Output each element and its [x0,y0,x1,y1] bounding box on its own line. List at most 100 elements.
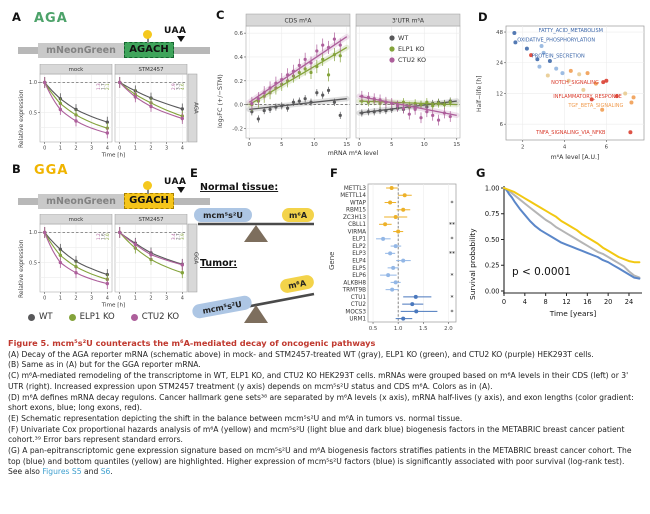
svg-text:*: * [451,273,454,280]
svg-text:STM2457: STM2457 [138,67,163,73]
svg-text:ELP6: ELP6 [352,273,366,279]
m6a-site-box: GGACH [124,193,174,209]
svg-text:ALKBH8: ALKBH8 [343,280,366,286]
svg-text:0.0: 0.0 [234,103,243,109]
svg-text:**: ** [449,251,455,258]
svg-text:1: 1 [134,146,137,152]
svg-text:Normal tissue:: Normal tissue: [200,182,278,193]
svg-text:1.0: 1.0 [394,326,403,332]
svg-text:3: 3 [90,296,93,302]
series-legend: WT ELP1 KO CTU2 KO [28,312,179,322]
svg-text:0.5: 0.5 [369,326,378,332]
svg-text:4.6: 4.6 [180,83,185,90]
svg-text:mock: mock [69,67,85,73]
svg-text:WT: WT [398,34,408,42]
panel-f: F 0.5 1.0 1.5 2.0 METTL3 METTL14 WTAP * RBM15 ZC3… [326,162,470,338]
svg-text:*: * [451,200,454,207]
stop-codon-arrow-icon [177,36,185,42]
svg-text:1.6: 1.6 [100,233,105,240]
svg-text:0.4: 0.4 [234,55,243,61]
panel-b-letter: B [12,162,21,176]
svg-text:4: 4 [181,296,184,302]
svg-text:m⁶A level [A.U.]: m⁶A level [A.U.] [551,154,600,161]
svg-text:4: 4 [106,146,109,152]
svg-text:*: * [451,309,454,316]
svg-text:10: 10 [421,142,428,148]
svg-text:ELP2: ELP2 [352,244,366,250]
caption-see-also: See also Figures S5 and S6. [8,467,645,478]
svg-text:GGA: GGA [192,252,198,264]
caption-paragraph-g: (G) A pan-epitranscriptomic gene express… [8,446,632,466]
panel-c-y-axis-label: log₂FC (+/−STM) [216,74,224,128]
legend-dot [130,313,138,321]
caption-paragraph-d: (D) m⁶A defines mRNA decay regulons. Can… [8,392,634,413]
svg-text:0: 0 [118,146,121,152]
panel-b-y-axis-label: Relative expression [18,239,25,298]
svg-text:3: 3 [165,146,168,152]
svg-text:4: 4 [181,146,184,152]
figure-s5-link[interactable]: Figures S5 [42,467,82,477]
svg-text:5: 5 [280,142,284,148]
svg-text:CTU1: CTU1 [351,295,367,301]
reporter-construct-gga: mNeonGreen GGACH UAA [18,177,210,215]
svg-text:48: 48 [496,30,503,36]
svg-text:2.0: 2.0 [105,233,110,240]
svg-text:ELP5: ELP5 [352,266,366,272]
svg-text:AGA: AGA [192,102,198,114]
svg-text:ELP3: ELP3 [352,251,366,257]
caption-paragraph-a: (A) Decay of the AGA reporter mRNA (sche… [8,349,594,359]
svg-text:ELP1 KO: ELP1 KO [398,45,424,53]
panel-e-letter: E [190,166,198,180]
svg-text:0: 0 [43,146,46,152]
see-also-text: See also [8,467,43,477]
panel-c-scatter-chart: CDS m⁶A 0 5 10 15 3'UTR m⁶A 0 5 10 15 0.6 0.4 0.2 0.0… [232,13,461,157]
svg-text:1.2: 1.2 [96,233,101,240]
svg-text:CBLL1: CBLL1 [348,222,366,228]
svg-text:3.9: 3.9 [180,233,185,240]
svg-text:8: 8 [544,298,548,306]
legend-item-ctu2-ko: CTU2 KO [130,312,179,322]
svg-text:15: 15 [453,142,460,148]
caption-paragraph-c: (C) m⁶A-mediated remodeling of the trans… [8,371,629,391]
svg-text:2: 2 [74,146,77,152]
svg-text:2: 2 [521,145,524,151]
svg-text:1.7: 1.7 [100,83,105,90]
svg-text:0.6: 0.6 [234,31,243,37]
svg-text:ZC3H13: ZC3H13 [343,215,366,221]
svg-text:1.3: 1.3 [96,83,101,90]
panel-b-decay-chart: 2.01.61.2 mock 0 1 2 3 4 3.92.73.4 STM2457 0 1 2 3 4 1… [29,214,198,309]
svg-text:1.00: 1.00 [485,184,500,192]
see-also-text: and [81,467,101,477]
svg-text:3'UTR m⁶A: 3'UTR m⁶A [392,18,425,25]
svg-text:CDS m⁶A: CDS m⁶A [285,18,313,25]
panel-d-y-axis-label: Half−life [h] [476,75,483,112]
svg-text:Time [h]: Time [h] [101,153,125,159]
panel-e: E Normal tissue: mcm⁵s²U m⁶A Tumor: mcm⁵s²U m… [186,162,326,334]
svg-text:3: 3 [90,146,93,152]
legend-item-wt: WT [28,312,53,322]
svg-text:20: 20 [604,298,612,306]
svg-text:INFLAMMATORY_RESPONSE: INFLAMMATORY_RESPONSE [553,94,622,100]
svg-text:4: 4 [106,296,109,302]
svg-text:4: 4 [523,298,527,306]
m6a-mark-stem [147,189,149,194]
svg-text:**: ** [449,222,455,229]
svg-text:0: 0 [248,142,252,148]
svg-text:1.5: 1.5 [419,326,428,332]
reporter-construct-aga: mNeonGreen AGACH UAA [18,26,210,64]
legend-label: WT [39,312,53,322]
svg-text:METTL3: METTL3 [344,186,367,192]
svg-text:MOCS3: MOCS3 [345,309,366,315]
svg-text:0.75: 0.75 [485,210,500,218]
svg-text:24: 24 [496,61,503,67]
panel-f-y-axis-label: Gene [328,251,336,270]
svg-text:12: 12 [496,91,503,97]
svg-text:mRNA m⁶A level: mRNA m⁶A level [328,150,379,157]
svg-text:TGF_BETA_SIGNALING: TGF_BETA_SIGNALING [567,103,623,109]
stop-codon-arrow-icon [177,187,185,193]
figure-s6-link[interactable]: S6 [100,467,111,477]
svg-text:4: 4 [563,145,567,151]
